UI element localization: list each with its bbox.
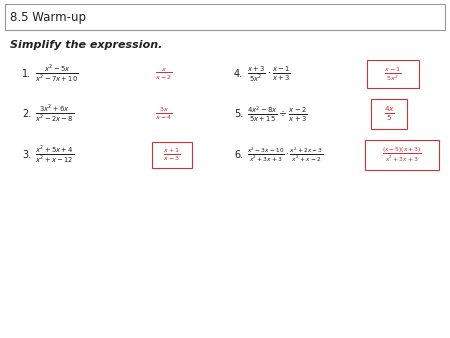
Text: $\frac{x^2+5x+4}{x^2+x-12}$: $\frac{x^2+5x+4}{x^2+x-12}$	[35, 145, 74, 166]
Text: $\frac{x-1}{5x^2}$: $\frac{x-1}{5x^2}$	[384, 65, 402, 83]
Text: $\frac{x^2-5x}{x^2-7x+10}$: $\frac{x^2-5x}{x^2-7x+10}$	[35, 64, 79, 84]
FancyBboxPatch shape	[152, 142, 192, 168]
Text: 3.: 3.	[22, 150, 31, 160]
Text: 8.5 Warm-up: 8.5 Warm-up	[10, 10, 86, 24]
FancyBboxPatch shape	[365, 140, 439, 170]
Text: $\frac{4x}{5}$: $\frac{4x}{5}$	[383, 105, 395, 123]
Text: $\frac{x}{x-2}$: $\frac{x}{x-2}$	[155, 66, 173, 81]
Text: 6.: 6.	[234, 150, 243, 160]
Text: $\frac{4x^2-8x}{5x+15}\div\frac{x-2}{x+3}$: $\frac{4x^2-8x}{5x+15}\div\frac{x-2}{x+3…	[247, 104, 308, 124]
Text: Simplify the expression.: Simplify the expression.	[10, 40, 162, 50]
Text: 1.: 1.	[22, 69, 31, 79]
Text: $\frac{3x^2+6x}{x^2-2x-8}$: $\frac{3x^2+6x}{x^2-2x-8}$	[35, 103, 74, 124]
Text: 4.: 4.	[234, 69, 243, 79]
Text: $\frac{x+1}{x-3}$: $\frac{x+1}{x-3}$	[163, 147, 181, 163]
Text: $\frac{x^2-3x-10}{x^2+3x+3}\cdot\frac{x^2+2x-3}{x^2+x-2}$: $\frac{x^2-3x-10}{x^2+3x+3}\cdot\frac{x^…	[247, 146, 324, 164]
Text: 5.: 5.	[234, 109, 243, 119]
Text: $\frac{(x-5)(x+3)}{x^2+3x+3}$: $\frac{(x-5)(x+3)}{x^2+3x+3}$	[382, 146, 422, 164]
FancyBboxPatch shape	[5, 4, 445, 30]
Text: $\frac{3x}{x-4}$: $\frac{3x}{x-4}$	[155, 106, 173, 122]
FancyBboxPatch shape	[367, 60, 419, 88]
Text: 2.: 2.	[22, 109, 31, 119]
Text: $\frac{x+3}{5x^2}\cdot\frac{x-1}{x+3}$: $\frac{x+3}{5x^2}\cdot\frac{x-1}{x+3}$	[247, 64, 291, 84]
FancyBboxPatch shape	[371, 99, 407, 129]
